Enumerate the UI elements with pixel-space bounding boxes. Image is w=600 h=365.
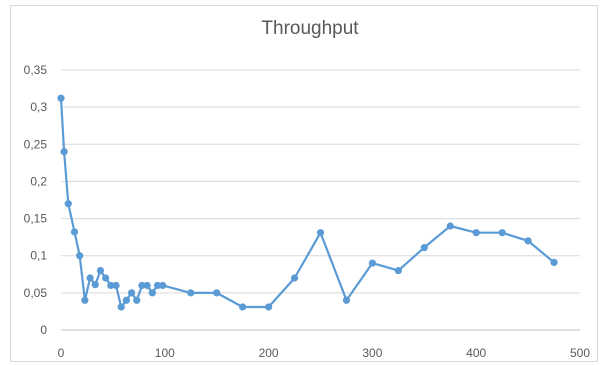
data-point <box>127 289 136 297</box>
series <box>57 94 558 311</box>
x-tick-label: 0 <box>58 346 65 360</box>
data-point <box>143 281 151 290</box>
y-tick-label: 0,35 <box>24 63 48 77</box>
data-point <box>550 258 558 266</box>
data-point <box>122 296 130 304</box>
data-point <box>64 200 72 208</box>
data-point <box>316 229 325 237</box>
y-tick-label: 0,1 <box>30 249 47 263</box>
data-point <box>81 296 89 304</box>
data-point <box>57 94 65 102</box>
data-point <box>524 237 532 245</box>
data-point <box>394 266 402 275</box>
y-tick-label: 0,2 <box>30 174 47 188</box>
x-tick-label: 400 <box>466 346 486 360</box>
data-point <box>117 303 125 311</box>
x-tick-label: 200 <box>259 346 279 360</box>
data-point <box>138 281 146 290</box>
data-point <box>153 281 162 290</box>
chart-area <box>10 5 598 362</box>
x-tick-label: 300 <box>362 346 382 360</box>
data-point <box>446 222 454 230</box>
data-point <box>76 252 84 260</box>
tick-labels: 0 0,05 0,1 0,15 0,2 0,25 0,3 0,35 0 100 200 300 400 5… <box>24 63 591 360</box>
data-point <box>112 281 120 290</box>
x-tick-label: 100 <box>155 346 175 360</box>
data-point <box>60 148 68 156</box>
data-point <box>86 274 94 282</box>
y-tick-label: 0 <box>40 323 47 337</box>
data-point <box>213 289 221 297</box>
data-point <box>265 303 273 311</box>
data-point <box>148 289 156 297</box>
data-point <box>472 229 480 237</box>
gridlines <box>61 69 580 294</box>
data-point <box>70 228 79 236</box>
data-point <box>239 303 247 311</box>
data-point <box>91 281 99 289</box>
y-tick-label: 0,05 <box>24 286 48 300</box>
data-point <box>159 281 167 290</box>
data-point <box>290 274 299 282</box>
data-point <box>498 229 506 237</box>
data-point <box>96 266 105 275</box>
y-tick-label: 0,15 <box>24 212 48 226</box>
data-point <box>187 289 195 297</box>
chart-title: Throughput <box>261 18 359 39</box>
data-point <box>368 259 376 267</box>
series-line <box>59 98 555 309</box>
y-tick-label: 0,25 <box>24 137 48 151</box>
data-point <box>133 296 141 304</box>
data-point <box>342 296 351 304</box>
data-point <box>102 274 110 282</box>
data-point <box>107 281 115 290</box>
y-tick-label: 0,3 <box>30 100 47 114</box>
x-tick-label: 500 <box>570 346 590 360</box>
data-point <box>420 243 428 252</box>
